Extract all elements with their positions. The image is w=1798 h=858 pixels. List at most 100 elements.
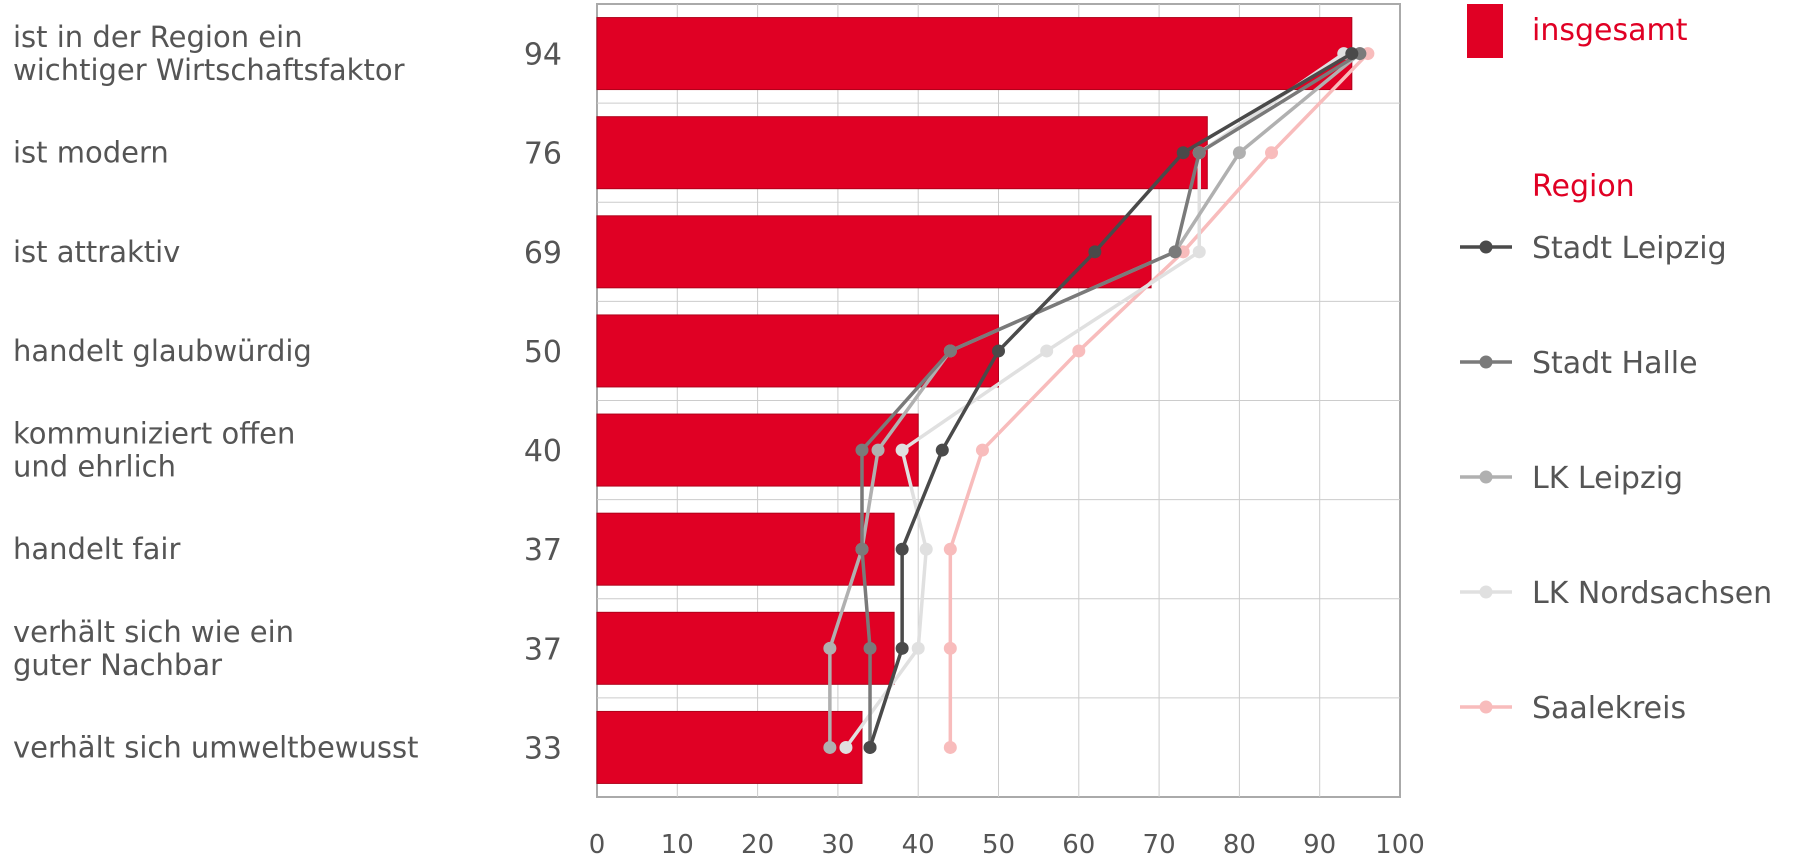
- series-point: [943, 740, 957, 754]
- series-point: [1176, 146, 1190, 160]
- legend-series-label: Stadt Halle: [1532, 346, 1698, 381]
- series-point: [895, 641, 909, 655]
- bars: [596, 17, 1353, 784]
- x-tick-label: 60: [1062, 830, 1095, 858]
- series-point: [935, 443, 949, 457]
- series-point: [911, 641, 925, 655]
- category-label: verhält sich wie ein guter Nachbar: [13, 615, 294, 682]
- bar: [596, 710, 863, 784]
- series-point: [943, 641, 957, 655]
- value-label: 94: [524, 38, 562, 73]
- series-line: [828, 52, 1361, 748]
- region-lines: [823, 47, 1375, 754]
- value-label: 37: [524, 632, 562, 667]
- category-label: ist modern: [13, 136, 169, 170]
- category-label: ist attraktiv: [13, 235, 180, 269]
- bar: [596, 116, 1208, 190]
- category-label: handelt fair: [13, 532, 180, 566]
- x-tick-label: 10: [661, 830, 694, 858]
- series-point: [1345, 47, 1359, 61]
- series-point: [855, 542, 869, 556]
- legend-bar-swatch: [1467, 4, 1503, 58]
- series-point: [895, 443, 909, 457]
- category-label-line: ist modern: [13, 136, 169, 170]
- series-point: [823, 740, 837, 754]
- category-label: verhält sich umweltbewusst: [13, 730, 418, 764]
- x-tick-label: 80: [1223, 830, 1256, 858]
- value-label: 76: [524, 137, 562, 172]
- category-label-line: verhält sich wie ein: [13, 615, 294, 649]
- series-point: [823, 641, 837, 655]
- legend-series-label: LK Nordsachsen: [1532, 576, 1772, 611]
- legend-marker: [1479, 355, 1493, 369]
- series-point: [1088, 245, 1102, 259]
- x-tick-label: 100: [1375, 830, 1425, 858]
- x-tick-label: 0: [589, 830, 606, 858]
- bar: [596, 611, 895, 685]
- series-point: [1232, 146, 1246, 160]
- bar: [596, 512, 895, 586]
- x-tick-label: 90: [1303, 830, 1336, 858]
- value-label: 40: [524, 434, 562, 469]
- x-tick-label: 30: [821, 830, 854, 858]
- series-line: [948, 52, 1370, 748]
- series-point: [895, 542, 909, 556]
- bar: [596, 314, 999, 388]
- series-point: [943, 344, 957, 358]
- series-point: [1192, 245, 1206, 259]
- category-label-line: guter Nachbar: [13, 648, 222, 682]
- category-label-line: wichtiger Wirtschaftsfaktor: [13, 53, 405, 87]
- category-labels: ist in der Region ein wichtiger Wirtschaf…: [13, 20, 418, 764]
- category-label-line: handelt glaubwürdig: [13, 334, 312, 368]
- bar: [596, 215, 1152, 289]
- series-point: [839, 740, 853, 754]
- legend-marker: [1479, 240, 1493, 254]
- x-axis-ticks: 0 10 20 30 40 50 60 70 80 90 100: [589, 830, 1425, 858]
- series-line: [868, 52, 1353, 748]
- category-label-line: kommuniziert offen: [13, 417, 295, 451]
- legend-marker: [1479, 700, 1493, 714]
- legend-series-label: Saalekreis: [1532, 691, 1686, 726]
- series-point: [1168, 245, 1182, 259]
- value-label: 37: [524, 533, 562, 568]
- x-tick-label: 50: [982, 830, 1015, 858]
- legend-series-label: Stadt Leipzig: [1532, 231, 1727, 266]
- bar: [596, 413, 919, 487]
- series-point: [943, 542, 957, 556]
- series-line: [844, 52, 1345, 749]
- category-label: kommuniziert offen und ehrlich: [13, 417, 295, 484]
- series-point: [919, 542, 933, 556]
- series-line: [860, 52, 1361, 748]
- series-point: [1265, 146, 1279, 160]
- category-label-line: ist in der Region ein: [13, 20, 303, 54]
- value-label: 33: [524, 731, 562, 766]
- value-label: 50: [524, 335, 562, 370]
- category-label: handelt glaubwürdig: [13, 334, 312, 368]
- series-point: [1072, 344, 1086, 358]
- x-tick-label: 70: [1143, 830, 1176, 858]
- bar: [596, 17, 1353, 91]
- series-point: [975, 443, 989, 457]
- legend-series-label: LK Leipzig: [1532, 461, 1683, 496]
- legend-bar-label: insgesamt: [1532, 13, 1688, 48]
- series-point: [992, 344, 1005, 358]
- series-point: [863, 740, 877, 754]
- series-point: [863, 641, 877, 655]
- category-label-line: und ehrlich: [13, 450, 176, 484]
- x-tick-label: 40: [902, 830, 935, 858]
- category-label-line: handelt fair: [13, 532, 180, 566]
- category-label-line: verhält sich umweltbewusst: [13, 730, 418, 764]
- category-label: ist in der Region ein wichtiger Wirtschaf…: [13, 20, 405, 87]
- value-label: 69: [524, 236, 562, 271]
- legend-marker: [1479, 585, 1493, 599]
- category-label-line: ist attraktiv: [13, 235, 180, 269]
- series-point: [871, 443, 885, 457]
- series-point: [1192, 146, 1206, 160]
- legend-marker: [1479, 470, 1493, 484]
- value-labels: 94 76 69 50 40 37 37 33: [524, 38, 562, 767]
- x-tick-label: 20: [741, 830, 774, 858]
- legend: insgesamt Region Stadt Leipzig Stadt Halle L…: [1460, 4, 1772, 726]
- series-point: [1040, 344, 1054, 358]
- legend-region-title: Region: [1532, 169, 1635, 204]
